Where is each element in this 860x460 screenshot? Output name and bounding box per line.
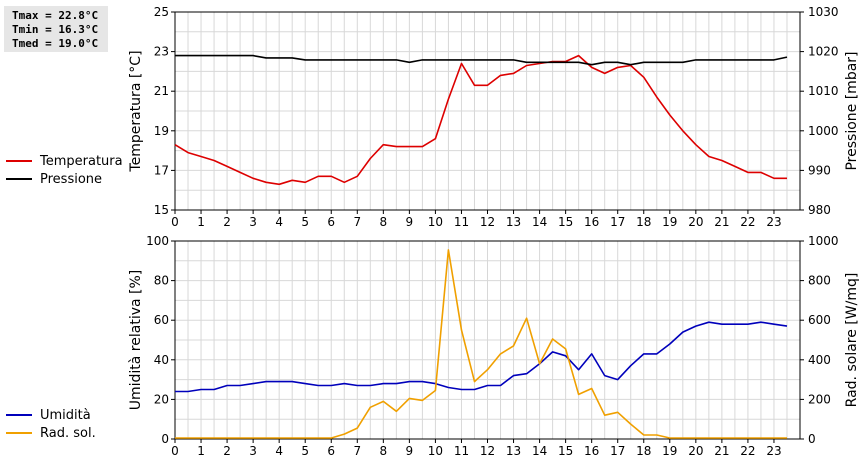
tmax-label: Tmax = 22.8°C: [12, 9, 99, 22]
chart1-x-tick-label: 12: [480, 215, 495, 229]
chart2-x-tick-label: 13: [506, 444, 521, 458]
chart2-yleft-tick-label: 40: [154, 353, 169, 367]
legend-bottom: Umidità Rad. sol.: [6, 406, 166, 442]
chart2-x-tick-label: 14: [532, 444, 547, 458]
chart1-yright-tick-label: 1000: [808, 124, 839, 138]
chart2-x-tick-label: 10: [428, 444, 443, 458]
chart2-series-umidit: [175, 321, 788, 393]
chart1-x-tick-label: 3: [249, 215, 257, 229]
chart2-x-tick-label: 6: [327, 444, 335, 458]
chart2-series-rad-sol: [175, 249, 787, 439]
chart1-x-tick-label: 23: [766, 215, 781, 229]
chart1-x-tick-label: 17: [610, 215, 625, 229]
chart1-yleft-tick-label: 17: [154, 163, 169, 177]
legend-item-umidita: Umidità: [6, 406, 166, 424]
chart2-yright-tick-label: 1000: [808, 234, 839, 248]
chart2-x-tick-label: 5: [301, 444, 309, 458]
chart1-x-tick-label: 10: [428, 215, 443, 229]
chart1-x-tick-label: 2: [223, 215, 231, 229]
legend-label-pressione: Pressione: [40, 171, 103, 187]
chart1-x-tick-label: 21: [714, 215, 729, 229]
chart2-yleft-tick-label: 0: [161, 432, 169, 446]
chart1-x-tick-label: 11: [454, 215, 469, 229]
chart1-x-tick-label: 1: [197, 215, 205, 229]
chart2-yleft-tick-label: 60: [154, 313, 169, 327]
chart1-ylabel-right: Pressione [mbar]: [844, 51, 860, 170]
chart2-x-tick-label: 16: [584, 444, 599, 458]
chart1-x-tick-label: 15: [558, 215, 573, 229]
chart1-yleft-tick-label: 23: [154, 45, 169, 59]
chart2-x-tick-label: 15: [558, 444, 573, 458]
chart1-x-tick-label: 16: [584, 215, 599, 229]
chart1-x-tick-label: 14: [532, 215, 547, 229]
chart2-ylabel-right: Rad. solare [W/mq]: [844, 273, 860, 408]
chart2-yleft-tick-label: 100: [146, 234, 169, 248]
legend-swatch-pressione: [6, 178, 32, 180]
chart1-x-tick-label: 7: [353, 215, 361, 229]
chart2-x-tick-label: 20: [688, 444, 703, 458]
legend-item-pressione: Pressione: [6, 170, 166, 188]
stats-box: Tmax = 22.8°C Tmin = 16.3°C Tmed = 19.0°…: [4, 6, 108, 52]
tmed-label: Tmed = 19.0°C: [12, 37, 99, 50]
chart2-x-tick-label: 21: [714, 444, 729, 458]
chart2-ylabel-left: Umidità relativa [%]: [128, 270, 144, 411]
chart2-x-tick-label: 17: [610, 444, 625, 458]
chart1-x-tick-label: 8: [380, 215, 388, 229]
chart1-yleft-tick-label: 21: [154, 84, 169, 98]
chart1-yright-tick-label: 1020: [808, 45, 839, 59]
chart1-x-tick-label: 19: [662, 215, 677, 229]
chart2-x-tick-label: 23: [766, 444, 781, 458]
legend-swatch-temperatura: [6, 160, 32, 162]
chart2-yright-tick-label: 0: [808, 432, 816, 446]
chart1-x-tick-label: 5: [301, 215, 309, 229]
legend-swatch-radsol: [6, 432, 32, 434]
chart1-x-tick-label: 20: [688, 215, 703, 229]
chart1-x-tick-label: 6: [327, 215, 335, 229]
chart2-yright-tick-label: 800: [808, 274, 831, 288]
chart2-x-tick-label: 9: [406, 444, 414, 458]
chart2-x-tick-label: 7: [353, 444, 361, 458]
legend-item-radsol: Rad. sol.: [6, 424, 166, 442]
legend-label-radsol: Rad. sol.: [40, 425, 96, 441]
chart1-series-temperatura: [174, 54, 787, 186]
chart2-x-tick-label: 1: [197, 444, 205, 458]
chart2-x-tick-label: 2: [223, 444, 231, 458]
tmin-label: Tmin = 16.3°C: [12, 23, 99, 36]
chart1-ylabel-left: Temperatura [°C]: [128, 50, 144, 172]
chart2-x-tick-label: 22: [740, 444, 755, 458]
chart2-x-tick-label: 0: [171, 444, 179, 458]
chart2-x-tick-label: 12: [480, 444, 495, 458]
legend-item-temperatura: Temperatura: [6, 152, 166, 170]
chart1-yright-tick-label: 990: [808, 163, 831, 177]
chart1-x-tick-label: 13: [506, 215, 521, 229]
chart1-yleft-tick-label: 19: [154, 124, 169, 138]
chart1-yright-tick-label: 980: [808, 203, 831, 217]
chart1-x-tick-label: 22: [740, 215, 755, 229]
chart2-yright-tick-label: 600: [808, 313, 831, 327]
chart1-yright-tick-label: 1030: [808, 5, 839, 19]
chart2-x-tick-label: 4: [275, 444, 283, 458]
chart2-x-tick-label: 11: [454, 444, 469, 458]
chart1-yright-tick-label: 1010: [808, 84, 839, 98]
chart1-x-tick-label: 9: [406, 215, 414, 229]
chart2-x-tick-label: 8: [380, 444, 388, 458]
chart1-yleft-tick-label: 15: [154, 203, 169, 217]
legend-swatch-umidita: [6, 414, 32, 416]
chart2-x-tick-label: 18: [636, 444, 651, 458]
chart2-yleft-tick-label: 20: [154, 392, 169, 406]
legend-top: Temperatura Pressione: [6, 152, 166, 188]
legend-label-temperatura: Temperatura: [40, 153, 123, 169]
chart2-x-tick-label: 3: [249, 444, 257, 458]
chart1-x-tick-label: 18: [636, 215, 651, 229]
chart1-series-pressione: [175, 54, 788, 66]
chart1-x-tick-label: 4: [275, 215, 283, 229]
chart1-yleft-tick-label: 25: [154, 5, 169, 19]
chart1-x-tick-label: 0: [171, 215, 179, 229]
chart2-yright-tick-label: 400: [808, 353, 831, 367]
chart2-x-tick-label: 19: [662, 444, 677, 458]
chart2-yright-tick-label: 200: [808, 392, 831, 406]
legend-label-umidita: Umidità: [40, 407, 91, 423]
chart2-yleft-tick-label: 80: [154, 274, 169, 288]
